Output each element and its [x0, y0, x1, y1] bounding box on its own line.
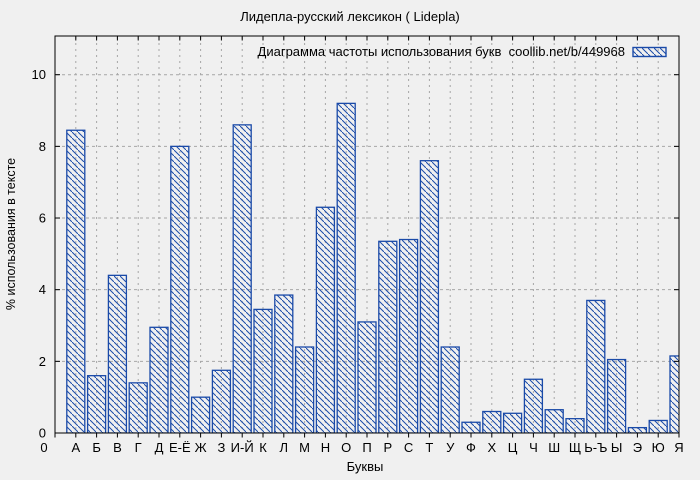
x-tick-label: Х [487, 440, 496, 455]
bar-А [66, 129, 86, 433]
x-tick-label: О [341, 440, 351, 455]
x-tick-label: З [217, 440, 225, 455]
plot-frame [54, 35, 680, 434]
bar-Ю [648, 419, 668, 433]
x-tick-label: Ф [466, 440, 476, 455]
bar-Н [315, 206, 336, 433]
bar-М [294, 346, 315, 433]
legend-swatch [632, 46, 667, 58]
bar-О [336, 102, 356, 433]
bar-Э [627, 426, 648, 433]
y-tick-label: 2 [39, 354, 46, 369]
x-tick-labels: А Б В Г Д Е-Ё Ж З И-Й К Л М Н О П Р С Т У Ф Х Ц Ч Ш Щ Ь-Ъ Ы Э Ю Я [71, 440, 683, 455]
x-tick-label: П [362, 440, 371, 455]
bar-Д [149, 326, 169, 433]
bar-Р [378, 240, 398, 433]
bar-Ч [523, 378, 544, 433]
x-tick-label: Я [674, 440, 683, 455]
x-tick-label: Щ [569, 440, 581, 455]
bar-Б [86, 375, 107, 433]
bar-Л [274, 294, 294, 433]
bar-Я [669, 355, 679, 433]
x-tick-label: Р [383, 440, 392, 455]
y-tick-labels: 0 2 4 6 8 10 [32, 67, 46, 440]
y-tick-label: 4 [39, 282, 46, 297]
bar-У [440, 346, 460, 433]
axis-labels: Лидепла-русский лексикон ( Lidepla) Диаг… [4, 9, 684, 474]
bar-Ы [606, 358, 627, 433]
bar-Г [128, 382, 148, 433]
bar-П [357, 321, 377, 433]
bar-С [398, 238, 419, 433]
bar-Щ [565, 418, 585, 433]
y-tick-label: 0 [39, 426, 46, 441]
x-tick-label: Л [280, 440, 289, 455]
x-tick-label: С [404, 440, 413, 455]
bars-group [66, 102, 679, 433]
bar-Х [482, 410, 502, 433]
y-tick-label: 10 [32, 67, 46, 82]
bar-В [107, 274, 128, 433]
bar-И-Й [232, 124, 252, 433]
x-tick-label: Ш [548, 440, 560, 455]
x-tick-label: Ч [529, 440, 538, 455]
x-tick-label: Т [425, 440, 433, 455]
x-tick-label: Г [135, 440, 142, 455]
x-tick-label: В [113, 440, 122, 455]
x-tick-label: Е-Ё [169, 440, 191, 455]
bar-Ф [461, 421, 481, 433]
x-tick-label: М [299, 440, 310, 455]
x-tick-label: Ц [508, 440, 518, 455]
x-tick-label: Э [633, 440, 642, 455]
bar-Ж [190, 396, 211, 433]
x-tick-label: Н [321, 440, 330, 455]
x-tick-label: Ь-Ъ [584, 440, 607, 455]
x-axis-title: Буквы [347, 459, 384, 474]
y-tick-label: 6 [39, 211, 46, 226]
bar-Ш [544, 409, 564, 433]
bar-К [253, 308, 273, 433]
x-tick-label: Д [155, 440, 164, 455]
x-tick-label: У [446, 440, 455, 455]
y-tick-label: 8 [39, 139, 46, 154]
x-origin-label: 0 [40, 440, 47, 455]
bar-Т [419, 160, 440, 433]
bar-З [211, 369, 232, 433]
x-tick-label: Ж [195, 440, 207, 455]
legend-label: Диаграмма частоты использования букв coo… [258, 44, 625, 59]
x-tick-label: И-Й [231, 440, 254, 455]
y-axis-title: % использования в тексте [4, 158, 18, 310]
x-tick-label: Ю [652, 440, 665, 455]
x-tick-label: К [259, 440, 267, 455]
bar-Е-Ё [170, 145, 190, 433]
x-tick-label: Ы [611, 440, 623, 455]
chart-title: Лидепла-русский лексикон ( Lidepla) [240, 9, 460, 24]
x-tick-label: А [71, 440, 80, 455]
x-tick-label: Б [92, 440, 101, 455]
bar-Ц [502, 412, 523, 433]
bar-Ь-Ъ [586, 299, 606, 433]
